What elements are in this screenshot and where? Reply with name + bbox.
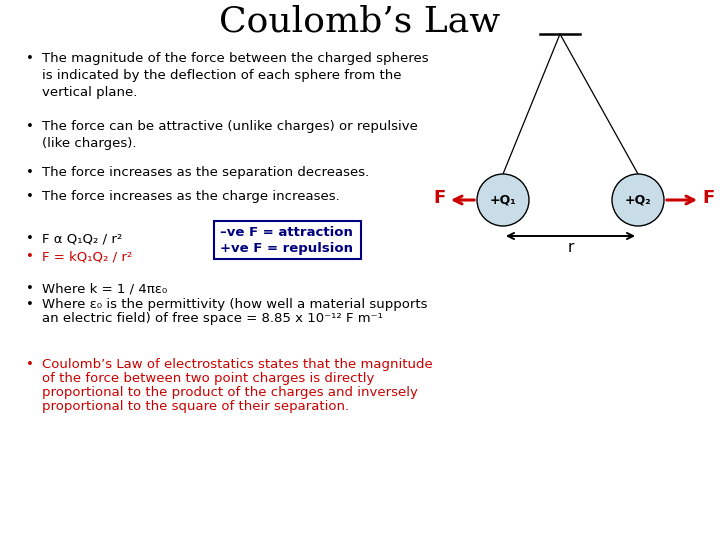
Text: •: • <box>26 190 34 203</box>
Text: The force can be attractive (unlike charges) or repulsive
(like charges).: The force can be attractive (unlike char… <box>42 120 418 150</box>
Text: of the force between two point charges is directly: of the force between two point charges i… <box>42 372 374 385</box>
Text: The force increases as the separation decreases.: The force increases as the separation de… <box>42 166 369 179</box>
Text: Where k = 1 / 4πε₀: Where k = 1 / 4πε₀ <box>42 282 167 295</box>
Text: •: • <box>26 282 34 295</box>
Text: F: F <box>702 189 714 207</box>
Text: •: • <box>26 52 34 65</box>
Text: •: • <box>26 120 34 133</box>
Text: •: • <box>26 250 34 263</box>
FancyBboxPatch shape <box>214 221 361 259</box>
Text: •: • <box>26 358 34 371</box>
Text: F α Q₁Q₂ / r²: F α Q₁Q₂ / r² <box>42 232 122 245</box>
Text: proportional to the product of the charges and inversely: proportional to the product of the charg… <box>42 386 418 399</box>
Text: F = kQ₁Q₂ / r²: F = kQ₁Q₂ / r² <box>42 250 132 263</box>
Text: •: • <box>26 298 34 311</box>
Text: +ve F = repulsion: +ve F = repulsion <box>220 242 353 255</box>
Text: +Q₁: +Q₁ <box>490 193 516 206</box>
Text: •: • <box>26 232 34 245</box>
Text: •: • <box>26 166 34 179</box>
Circle shape <box>477 174 529 226</box>
Text: Coulomb’s Law of electrostatics states that the magnitude: Coulomb’s Law of electrostatics states t… <box>42 358 433 371</box>
Text: –ve F = attraction: –ve F = attraction <box>220 226 353 239</box>
Text: +Q₂: +Q₂ <box>625 193 652 206</box>
Text: F: F <box>433 189 446 207</box>
Text: r: r <box>567 240 574 255</box>
Text: The force increases as the charge increases.: The force increases as the charge increa… <box>42 190 340 203</box>
Circle shape <box>612 174 664 226</box>
Text: The magnitude of the force between the charged spheres
is indicated by the defle: The magnitude of the force between the c… <box>42 52 428 99</box>
Text: an electric field) of free space = 8.85 x 10⁻¹² F m⁻¹: an electric field) of free space = 8.85 … <box>42 312 383 325</box>
Text: Where ε₀ is the permittivity (how well a material supports: Where ε₀ is the permittivity (how well a… <box>42 298 428 311</box>
Text: proportional to the square of their separation.: proportional to the square of their sepa… <box>42 400 349 413</box>
Text: Coulomb’s Law: Coulomb’s Law <box>220 5 500 39</box>
